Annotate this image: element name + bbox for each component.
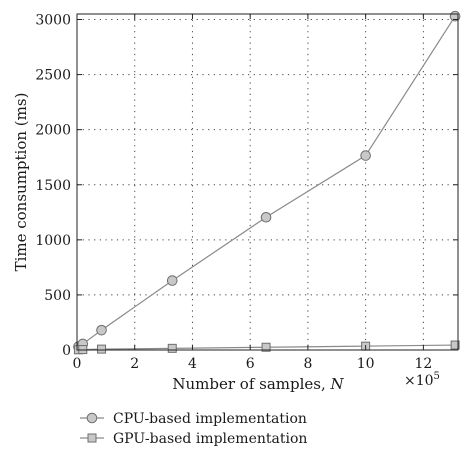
x-axis-label-variable: N <box>330 375 345 393</box>
x-axis-label-text: Number of samples, <box>172 375 330 393</box>
x-tick-label: 2 <box>130 356 139 372</box>
x-tick-label: 0 <box>73 356 82 372</box>
x-tick-label: 10 <box>357 356 375 372</box>
legend-label: CPU-based implementation <box>113 411 307 427</box>
y-tick-label: 1000 <box>35 233 71 249</box>
x-axis-multiplier-base: ×10 <box>404 373 434 389</box>
legend: CPU-based implementation GPU-based implem… <box>80 411 307 447</box>
x-axis-multiplier: ×105 <box>404 371 440 389</box>
y-axis-label: Time consumption (ms) <box>12 93 30 272</box>
y-tick-label: 2000 <box>35 123 71 139</box>
x-tick-label: 6 <box>246 356 255 372</box>
x-tick-label: 4 <box>188 356 197 372</box>
data-point-gpu-based-implementation <box>97 344 107 354</box>
series-layer <box>73 10 461 355</box>
data-point-gpu-based-implementation <box>261 342 271 352</box>
y-tick-label: 3000 <box>35 13 71 29</box>
y-tick-label: 0 <box>62 343 71 359</box>
x-tick-label: 12 <box>414 356 432 372</box>
data-point-cpu-based-implementation <box>260 211 272 223</box>
y-tick-label: 2500 <box>35 68 71 84</box>
y-tick-label: 1500 <box>35 178 71 194</box>
series-gpu-based-implementation <box>73 340 460 355</box>
data-point-cpu-based-implementation <box>96 324 107 336</box>
legend-item-cpu-based-implementation: CPU-based implementation <box>80 411 307 427</box>
x-axis-multiplier-exponent: 5 <box>434 371 440 382</box>
legend-label: GPU-based implementation <box>113 431 307 447</box>
plot-frame <box>76 13 459 351</box>
y-tick-label: 500 <box>44 288 71 304</box>
legend-marker-square <box>87 433 97 443</box>
series-cpu-based-implementation <box>73 10 461 352</box>
data-point-cpu-based-implementation <box>166 275 178 286</box>
x-tick-label: 8 <box>303 356 312 372</box>
legend-item-gpu-based-implementation: GPU-based implementation <box>80 431 307 447</box>
axis-ticks: 0 2 4 6 8 10 12 0 500 1000 1500 2000 2500 3000 <box>35 13 458 372</box>
data-point-cpu-based-implementation <box>360 150 371 161</box>
data-point-gpu-based-implementation <box>167 343 177 353</box>
grid <box>77 14 458 350</box>
data-point-gpu-based-implementation <box>450 340 460 350</box>
x-axis-label: Number of samples, N <box>172 375 344 393</box>
legend-marker-circle <box>86 412 98 424</box>
